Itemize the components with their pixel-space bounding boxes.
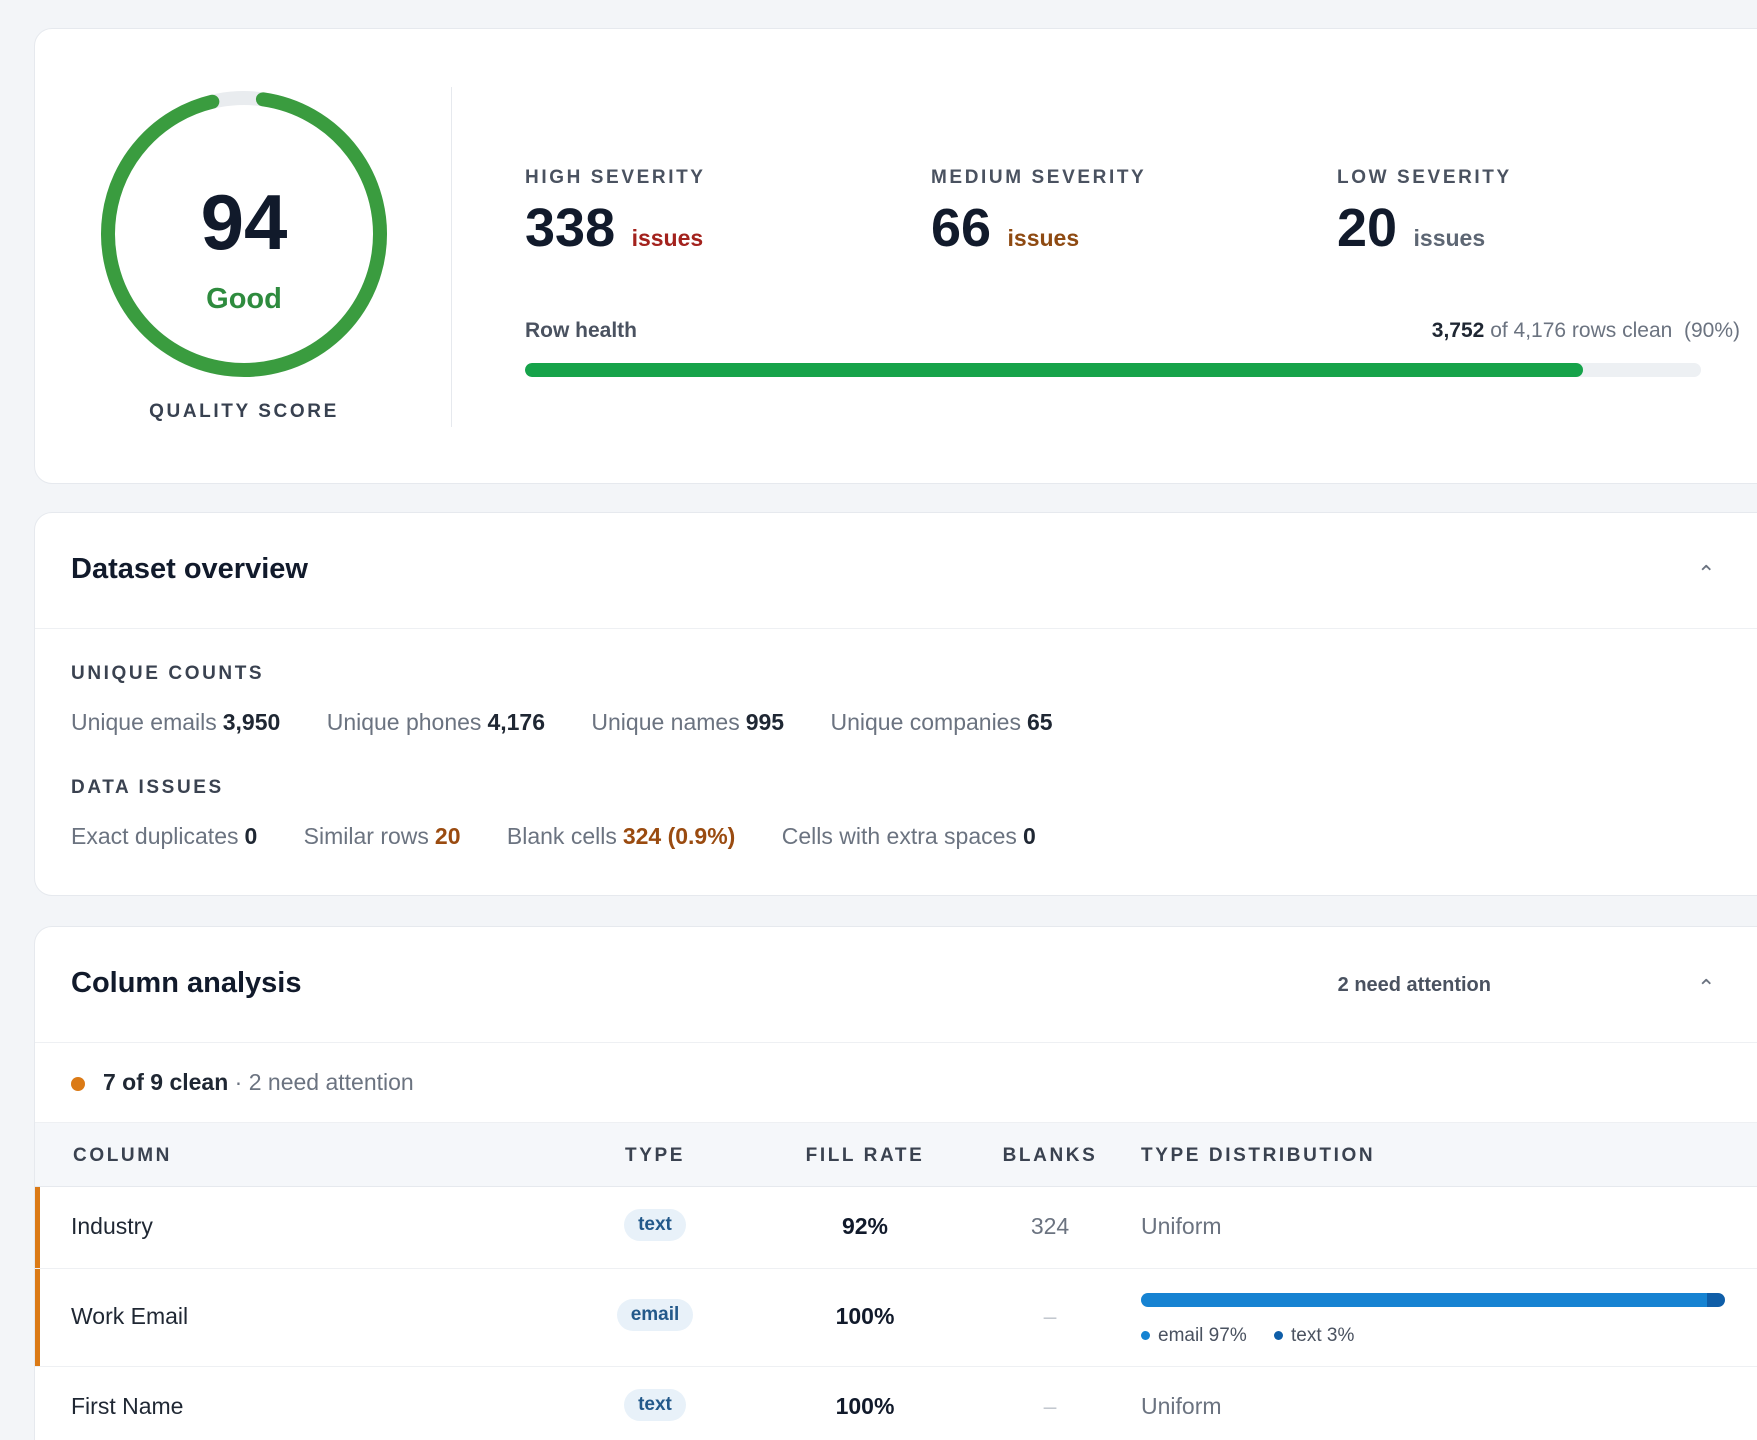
unique-counts-label: UNIQUE COUNTS — [71, 663, 265, 684]
table-row[interactable]: First Name text 100% – Uniform — [35, 1367, 1757, 1440]
unique-phones-stat: Unique phones 4,176 — [326, 709, 545, 735]
blanks-count: – — [1043, 1303, 1057, 1329]
unique-emails-stat: Unique emails 3,950 — [71, 709, 281, 735]
table-row[interactable]: Industry text 92% 324 Uniform — [35, 1187, 1757, 1269]
row-health-label: Row health — [525, 319, 638, 342]
low-severity-unit: issues — [1413, 225, 1486, 251]
quality-score-label: QUALITY SCORE — [149, 401, 339, 422]
score-ring — [101, 91, 387, 377]
dataset-overview-title: Dataset overview — [71, 553, 308, 585]
low-severity-count: 20 — [1337, 198, 1398, 258]
fill-rate: 92% — [841, 1213, 889, 1239]
column-analysis-title: Column analysis — [71, 967, 302, 999]
low-severity: LOW SEVERITY 20 issues — [1337, 167, 1512, 259]
fill-rate: 100% — [835, 1303, 895, 1329]
similar-rows-stat: Similar rows 20 — [303, 823, 461, 849]
header-fill-rate[interactable]: FILL RATE — [805, 1145, 925, 1166]
data-issues-row: Exact duplicates 0 Similar rows 20 Blank c… — [71, 823, 1076, 850]
blank-cells-stat: Blank cells 324 (0.9%) — [506, 823, 736, 849]
extra-spaces-stat: Cells with extra spaces 0 — [781, 823, 1036, 849]
high-severity: HIGH SEVERITY 338 issues — [525, 167, 706, 259]
medium-severity-label: MEDIUM SEVERITY — [931, 167, 1147, 188]
unique-companies-stat: Unique companies 65 — [830, 709, 1053, 735]
high-severity-unit: issues — [631, 225, 704, 251]
type-badge: email — [616, 1299, 694, 1331]
attention-count-badge: 2 need attention — [1337, 974, 1491, 996]
quality-score-value: 94 — [200, 178, 288, 266]
row-health-count: 3,752 of 4,176 rows clean (90%) — [1432, 319, 1740, 343]
blanks-count: 324 — [1030, 1213, 1070, 1239]
row-health-bar — [525, 363, 1701, 377]
fill-rate: 100% — [835, 1393, 895, 1419]
legend-email: email 97% — [1141, 1325, 1247, 1346]
low-severity-label: LOW SEVERITY — [1337, 167, 1512, 188]
header-type[interactable]: TYPE — [624, 1145, 686, 1166]
row-health-percent: (90%) — [1683, 319, 1740, 342]
quality-score-card: 94 Good QUALITY SCORE HIGH SEVERITY 338 … — [34, 28, 1757, 484]
warning-dot-icon — [71, 1077, 85, 1091]
row-health-total: of 4,176 rows clean — [1490, 319, 1673, 342]
column-name: Work Email — [71, 1303, 189, 1329]
type-distribution: Uniform — [1141, 1393, 1222, 1419]
dataset-overview-card: Dataset overview ⌃ UNIQUE COUNTS Unique … — [34, 512, 1757, 896]
column-analysis-card: Column analysis 2 need attention ⌃ 7 of … — [34, 926, 1757, 1440]
header-blanks[interactable]: BLANKS — [1002, 1145, 1098, 1166]
score-ring-arc — [101, 91, 387, 377]
email-share-segment — [1141, 1293, 1708, 1307]
column-summary-text: 7 of 9 clean · 2 need attention — [103, 1069, 414, 1095]
medium-severity-unit: issues — [1007, 225, 1080, 251]
quality-score-gauge: 94 Good — [95, 85, 393, 383]
type-distribution: Uniform — [1141, 1213, 1222, 1239]
high-severity-label: HIGH SEVERITY — [525, 167, 706, 188]
unique-names-stat: Unique names 995 — [591, 709, 785, 735]
dot-icon — [1274, 1331, 1283, 1341]
medium-severity-count: 66 — [931, 198, 992, 258]
type-distribution-legend: email 97% text 3% — [1141, 1325, 1376, 1347]
type-badge: text — [624, 1209, 686, 1241]
legend-text: text 3% — [1274, 1325, 1354, 1346]
dot-icon — [1141, 1331, 1150, 1341]
column-name: First Name — [71, 1393, 184, 1419]
quality-rating: Good — [206, 283, 282, 315]
row-health-fill — [525, 363, 1584, 377]
unique-counts-row: Unique emails 3,950 Unique phones 4,176 Un… — [71, 709, 1093, 736]
type-badge: text — [624, 1389, 686, 1421]
header-column[interactable]: COLUMN — [73, 1145, 172, 1166]
divider — [451, 87, 452, 427]
table-header: COLUMN TYPE FILL RATE BLANKS TYPE DISTRI… — [35, 1123, 1757, 1187]
dataset-overview-header[interactable]: Dataset overview ⌃ — [35, 513, 1757, 629]
row-health-clean: 3,752 — [1431, 319, 1485, 342]
exact-duplicates-stat: Exact duplicates 0 — [71, 823, 258, 849]
column-analysis-header[interactable]: Column analysis 2 need attention ⌃ — [35, 927, 1757, 1043]
chevron-up-icon[interactable]: ⌃ — [1697, 975, 1716, 1000]
medium-severity: MEDIUM SEVERITY 66 issues — [931, 167, 1146, 259]
chevron-up-icon[interactable]: ⌃ — [1697, 561, 1716, 586]
type-distribution-bar — [1141, 1293, 1725, 1307]
column-summary: 7 of 9 clean · 2 need attention — [35, 1043, 1757, 1123]
table-row[interactable]: Work Email email 100% – email 97% text 3… — [35, 1269, 1757, 1367]
data-issues-label: DATA ISSUES — [71, 777, 224, 798]
header-type-distribution[interactable]: TYPE DISTRIBUTION — [1141, 1145, 1376, 1166]
text-share-segment — [1707, 1293, 1725, 1307]
high-severity-count: 338 — [525, 198, 616, 258]
column-name: Industry — [71, 1213, 153, 1239]
blanks-count: – — [1043, 1393, 1057, 1419]
